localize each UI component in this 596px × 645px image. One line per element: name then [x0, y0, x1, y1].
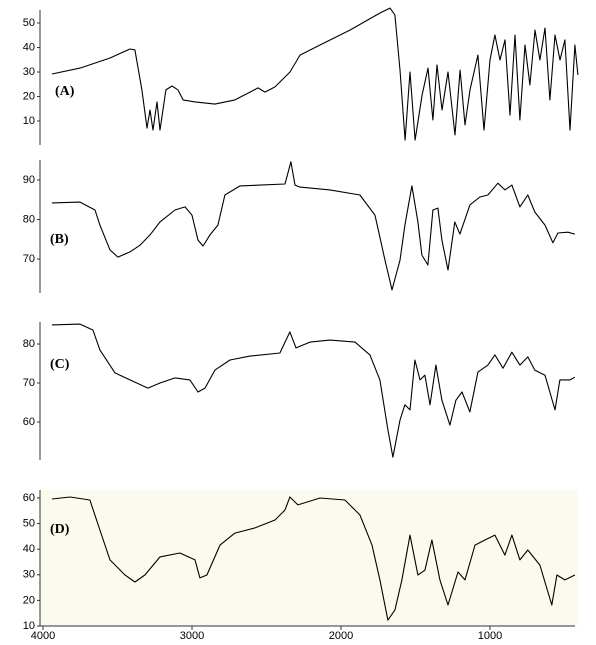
y-tick-label: 30 — [23, 569, 35, 581]
y-tick-label: 10 — [23, 115, 35, 127]
y-tick-label: 10 — [23, 620, 35, 632]
panel-background — [40, 490, 578, 626]
y-tick-label: 70 — [23, 253, 35, 265]
y-tick-label: 70 — [23, 377, 35, 389]
panel-label: (B) — [50, 232, 69, 247]
y-tick-label: 60 — [23, 492, 35, 504]
y-tick-label: 40 — [23, 543, 35, 555]
y-tick-label: 30 — [23, 66, 35, 78]
y-tick-label: 80 — [23, 338, 35, 350]
y-tick-label: 50 — [23, 17, 35, 29]
y-tick-label: 20 — [23, 594, 35, 606]
spectrum-line — [51, 496, 576, 621]
y-tick-label: 40 — [23, 41, 35, 53]
panel-label: (D) — [50, 522, 70, 537]
y-tick-label: 50 — [23, 517, 35, 529]
x-tick-label: 3000 — [180, 630, 204, 642]
y-tick-label: 60 — [23, 416, 35, 428]
y-tick-label: 80 — [23, 213, 35, 225]
spectrum-line — [51, 7, 579, 141]
x-tick-label: 2000 — [329, 630, 353, 642]
y-tick-label: 90 — [23, 174, 35, 186]
x-tick-label: 4000 — [31, 630, 55, 642]
panel-label: (A) — [55, 84, 75, 99]
x-tick-label: 1000 — [478, 630, 502, 642]
y-tick-label: 20 — [23, 90, 35, 102]
spectrum-line — [51, 323, 576, 458]
spectrum-line — [51, 161, 576, 291]
panel-label: (C) — [50, 357, 70, 372]
